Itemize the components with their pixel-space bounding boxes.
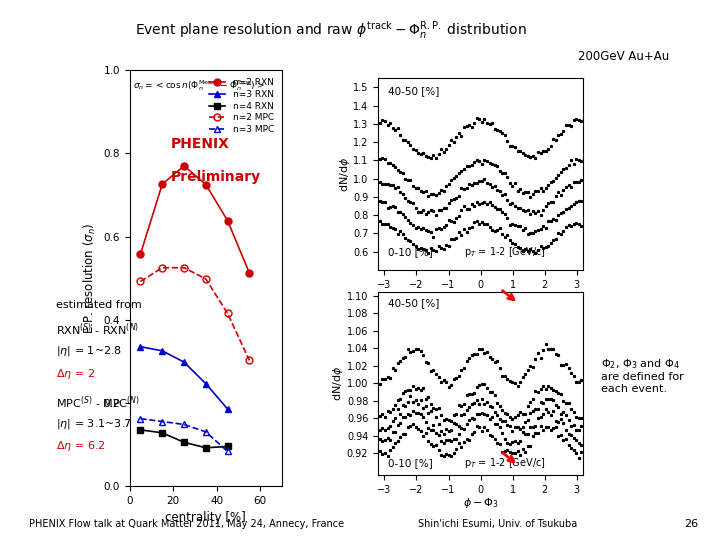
X-axis label: centrality [%]: centrality [%]	[166, 511, 246, 524]
Text: Shin'ichi Esumi, Univ. of Tsukuba: Shin'ichi Esumi, Univ. of Tsukuba	[418, 519, 577, 529]
n=2 RXN	[158, 181, 166, 187]
Text: $\Delta\eta$ = 2: $\Delta\eta$ = 2	[56, 367, 96, 381]
Line: n=2 MPC: n=2 MPC	[137, 264, 253, 364]
n=2 MPC	[158, 265, 166, 271]
Text: $\Phi_2$, $\Phi_3$ and $\Phi_4$
are defined for
each event.: $\Phi_2$, $\Phi_3$ and $\Phi_4$ are defi…	[601, 357, 684, 394]
Y-axis label: E.P. resolution ($\sigma_n$): E.P. resolution ($\sigma_n$)	[82, 222, 98, 334]
n=2 RXN	[136, 251, 145, 257]
X-axis label: $\phi - \Phi_2$: $\phi - \Phi_2$	[463, 291, 498, 305]
n=3 RXN	[136, 343, 145, 350]
n=2 MPC	[180, 265, 189, 271]
n=3 MPC	[223, 448, 232, 455]
n=3 MPC	[136, 415, 145, 422]
Y-axis label: dN/d$\phi$: dN/d$\phi$	[331, 366, 346, 401]
Line: n=4 RXN: n=4 RXN	[137, 427, 231, 451]
Text: $\sigma_n = <\cos n(\Phi_n^{\mathrm{Meas.}}-\Phi_n^{\mathrm{True}})>$: $\sigma_n = <\cos n(\Phi_n^{\mathrm{Meas…	[132, 78, 264, 93]
n=3 RXN	[223, 406, 232, 413]
Text: 26: 26	[684, 519, 698, 529]
Text: MPC$^{(S)}$ - MPC$^{(N)}$: MPC$^{(S)}$ - MPC$^{(N)}$	[56, 395, 140, 411]
Text: p$_T$ = 1-2 [GeV/c]: p$_T$ = 1-2 [GeV/c]	[464, 456, 546, 470]
Text: RXN$^{(S)}$ - RXN$^{(N)}$: RXN$^{(S)}$ - RXN$^{(N)}$	[56, 322, 140, 339]
Text: 0-10 [%]: 0-10 [%]	[388, 247, 433, 256]
Line: n=3 RXN: n=3 RXN	[137, 343, 231, 413]
Legend: n=2 RXN, n=3 RXN, n=4 RXN, n=2 MPC, n=3 MPC: n=2 RXN, n=3 RXN, n=4 RXN, n=2 MPC, n=3 …	[206, 75, 277, 138]
Text: |$\eta$| = 3.1~3.7: |$\eta$| = 3.1~3.7	[56, 417, 132, 430]
X-axis label: $\phi - \Phi_3$: $\phi - \Phi_3$	[462, 496, 499, 510]
Text: estimated from: estimated from	[56, 300, 142, 310]
n=2 RXN	[202, 181, 210, 188]
Text: |$\eta$| = 1~2.8: |$\eta$| = 1~2.8	[56, 344, 122, 358]
n=3 RXN	[180, 359, 189, 366]
Text: PHENIX Flow talk at Quark Matter 2011, May 24, Annecy, France: PHENIX Flow talk at Quark Matter 2011, M…	[29, 519, 344, 529]
n=3 MPC	[158, 418, 166, 425]
n=2 RXN	[180, 163, 189, 169]
Text: Preliminary: Preliminary	[171, 170, 261, 184]
Text: 200GeV Au+Au: 200GeV Au+Au	[578, 50, 670, 63]
n=2 MPC	[245, 357, 253, 363]
Text: p$_T$ = 1-2 [GeV/c]: p$_T$ = 1-2 [GeV/c]	[464, 245, 546, 259]
n=4 RXN	[223, 443, 232, 450]
Text: 0-10 [%]: 0-10 [%]	[388, 458, 433, 468]
Text: Event plane resolution and raw $\phi^{\mathrm{track}}-\Phi_n^{\mathrm{R.P.}}$ di: Event plane resolution and raw $\phi^{\m…	[135, 19, 527, 40]
n=3 MPC	[202, 429, 210, 435]
Text: 40-50 [%]: 40-50 [%]	[388, 86, 440, 96]
n=3 MPC	[180, 421, 189, 428]
n=2 MPC	[136, 278, 145, 285]
Text: $\Delta\eta$ = 6.2: $\Delta\eta$ = 6.2	[56, 440, 105, 454]
Line: n=3 MPC: n=3 MPC	[137, 415, 231, 455]
Text: 40-50 [%]: 40-50 [%]	[388, 298, 440, 308]
n=4 RXN	[136, 427, 145, 433]
n=4 RXN	[158, 429, 166, 436]
n=4 RXN	[202, 444, 210, 451]
n=3 RXN	[202, 381, 210, 387]
n=4 RXN	[180, 439, 189, 446]
Y-axis label: dN/d$\phi$: dN/d$\phi$	[338, 157, 351, 192]
n=2 RXN	[245, 270, 253, 276]
n=3 RXN	[158, 348, 166, 354]
Line: n=2 RXN: n=2 RXN	[137, 163, 253, 276]
n=2 RXN	[223, 218, 232, 224]
Text: PHENIX: PHENIX	[171, 137, 230, 151]
n=2 MPC	[202, 276, 210, 282]
n=2 MPC	[223, 310, 232, 316]
